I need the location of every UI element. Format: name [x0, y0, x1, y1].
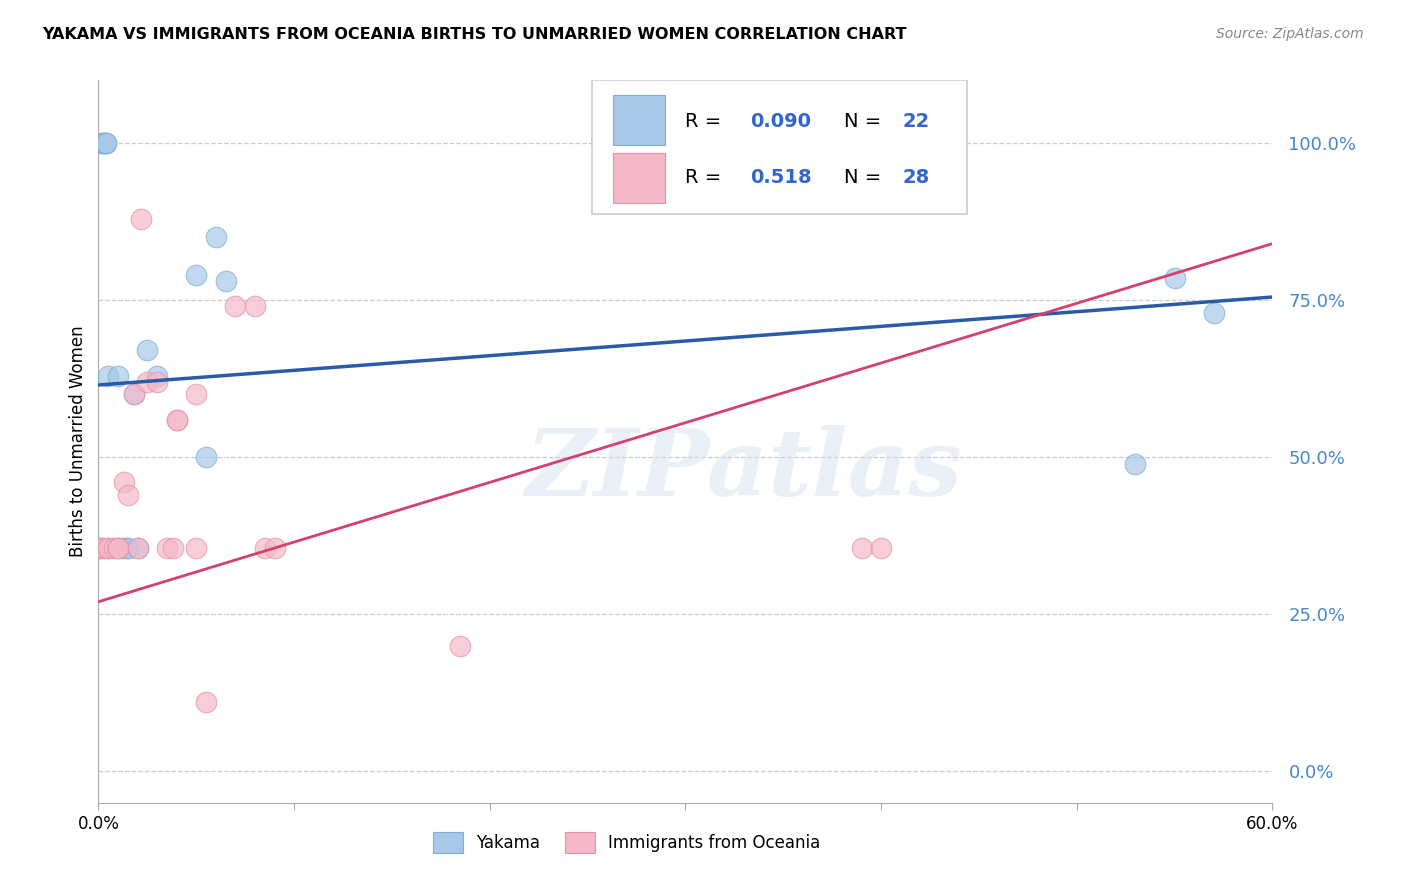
- Point: [136, 375, 159, 389]
- Point: [107, 368, 129, 383]
- Point: [166, 412, 188, 426]
- Text: R =: R =: [686, 169, 721, 187]
- Text: R =: R =: [686, 112, 721, 131]
- Text: N =: N =: [844, 169, 882, 187]
- Point: [127, 541, 149, 556]
- Point: [162, 541, 184, 556]
- Point: [870, 541, 893, 556]
- Point: [93, 136, 115, 150]
- Point: [107, 541, 129, 556]
- Bar: [613, 153, 665, 203]
- FancyBboxPatch shape: [592, 80, 967, 214]
- Y-axis label: Births to Unmarried Women: Births to Unmarried Women: [69, 326, 87, 558]
- Point: [136, 343, 159, 358]
- Point: [156, 541, 179, 556]
- Point: [97, 541, 120, 556]
- Point: [89, 541, 111, 556]
- Point: [93, 136, 115, 150]
- Point: [1202, 306, 1225, 320]
- Point: [214, 274, 236, 288]
- Point: [146, 375, 169, 389]
- Point: [107, 541, 129, 556]
- Text: 0.518: 0.518: [749, 169, 811, 187]
- Text: 22: 22: [903, 112, 929, 131]
- Point: [186, 541, 208, 556]
- Text: 28: 28: [903, 169, 929, 187]
- Point: [89, 541, 111, 556]
- Point: [91, 136, 114, 150]
- Point: [93, 541, 115, 556]
- Point: [166, 412, 188, 426]
- Point: [1163, 271, 1185, 285]
- Point: [103, 541, 125, 556]
- Point: [146, 368, 169, 383]
- Point: [96, 136, 118, 150]
- Point: [224, 300, 246, 314]
- Legend: Yakama, Immigrants from Oceania: Yakama, Immigrants from Oceania: [426, 826, 827, 860]
- Point: [1125, 457, 1147, 471]
- Point: [114, 541, 136, 556]
- Point: [195, 695, 218, 709]
- Point: [117, 541, 139, 556]
- Point: [117, 488, 139, 502]
- Point: [96, 136, 118, 150]
- Point: [97, 368, 120, 383]
- Point: [186, 387, 208, 401]
- Point: [122, 387, 145, 401]
- Point: [243, 300, 266, 314]
- Point: [127, 541, 149, 556]
- Point: [263, 541, 285, 556]
- Point: [122, 387, 145, 401]
- Text: N =: N =: [844, 112, 882, 131]
- Point: [112, 475, 135, 490]
- Point: [111, 541, 134, 556]
- Bar: [613, 95, 665, 145]
- Text: Source: ZipAtlas.com: Source: ZipAtlas.com: [1216, 27, 1364, 41]
- Point: [449, 639, 471, 653]
- Point: [195, 450, 218, 465]
- Text: 0.090: 0.090: [749, 112, 811, 131]
- Text: YAKAMA VS IMMIGRANTS FROM OCEANIA BIRTHS TO UNMARRIED WOMEN CORRELATION CHART: YAKAMA VS IMMIGRANTS FROM OCEANIA BIRTHS…: [42, 27, 907, 42]
- Point: [851, 541, 873, 556]
- Text: ZIPatlas: ZIPatlas: [526, 425, 963, 516]
- Point: [131, 211, 153, 226]
- Point: [186, 268, 208, 282]
- Point: [253, 541, 276, 556]
- Point: [97, 541, 120, 556]
- Point: [205, 230, 228, 244]
